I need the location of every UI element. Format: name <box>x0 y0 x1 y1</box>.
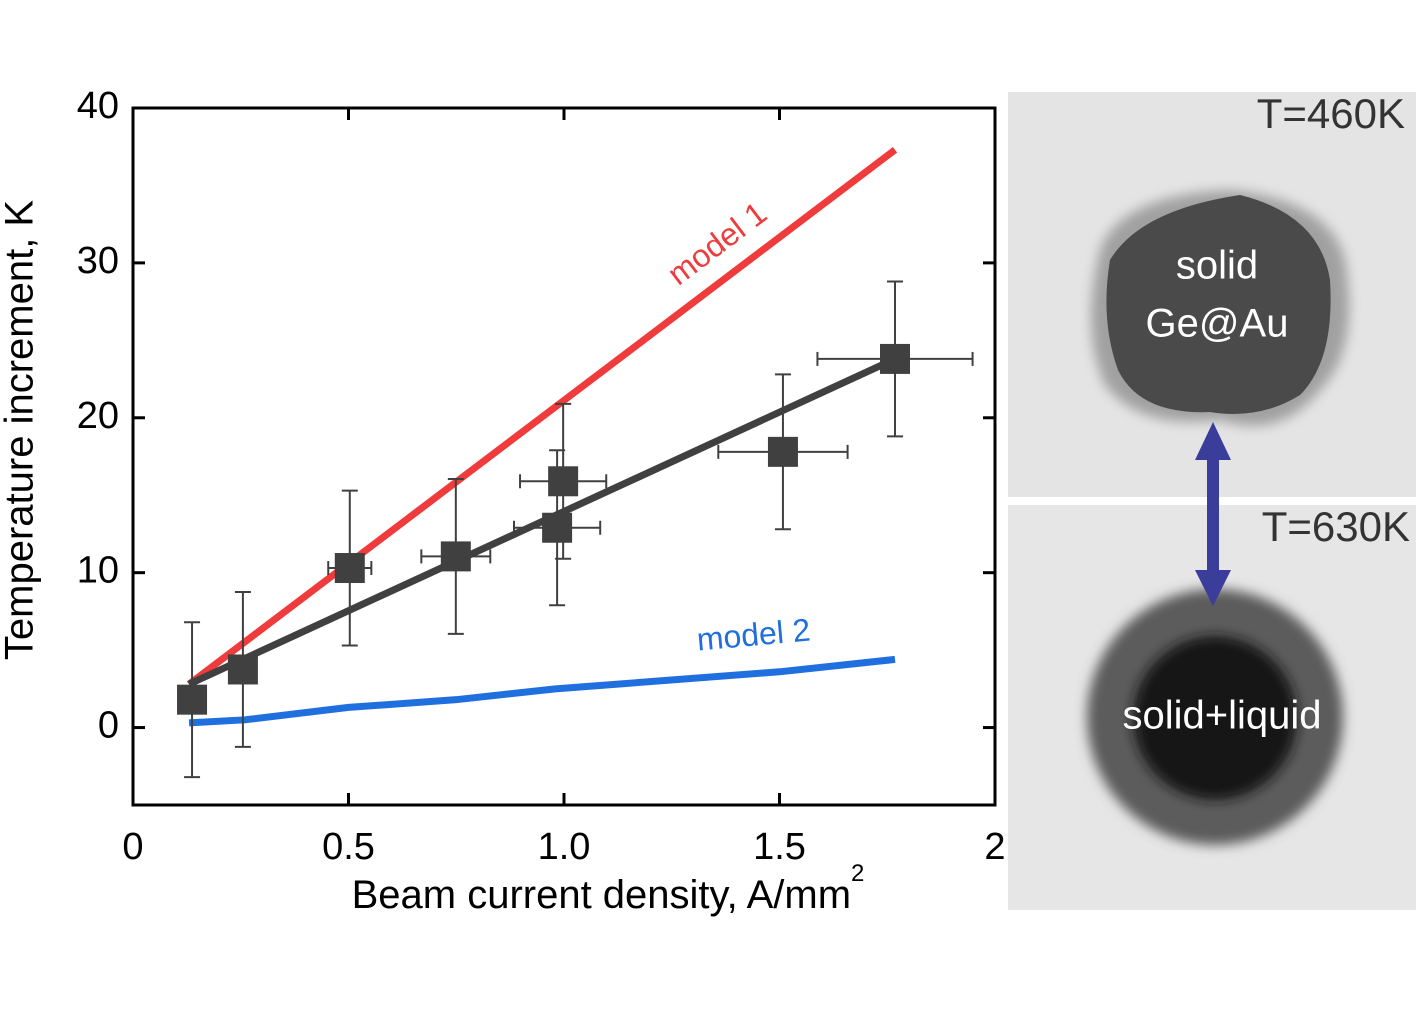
x-tick-label: 1.0 <box>538 826 591 868</box>
y-tick-label: 0 <box>98 705 119 747</box>
data-point <box>548 466 579 497</box>
temperature-label: T=630K <box>1262 503 1410 550</box>
model-line <box>187 355 897 688</box>
x-tick-label: 2 <box>984 826 1005 868</box>
data-point <box>334 553 365 584</box>
data-point <box>767 436 798 467</box>
y-axis-title: Temperature increment, K <box>0 200 42 661</box>
data-point <box>227 654 258 685</box>
data-point <box>880 343 911 374</box>
line-label: model 1 <box>661 195 773 292</box>
particle-label: solid+liquid <box>1122 694 1321 738</box>
temperature-label: T=460K <box>1257 90 1405 137</box>
y-tick-label: 10 <box>77 550 119 592</box>
x-tick-label: 0 <box>122 826 143 868</box>
data-point <box>440 541 471 572</box>
x-tick-label: 0.5 <box>322 826 375 868</box>
line-label: model 2 <box>695 612 812 658</box>
data-point <box>177 684 208 715</box>
data-point <box>542 512 573 543</box>
arrow <box>1195 422 1231 606</box>
y-tick-label: 30 <box>77 240 119 282</box>
y-tick-label: 40 <box>77 85 119 127</box>
x-tick-label: 1.5 <box>753 826 806 868</box>
particle-label: solid <box>1176 244 1258 288</box>
model-line <box>188 655 896 727</box>
y-tick-label: 20 <box>77 395 119 437</box>
x-axis-title: Beam current density, A/mm2 <box>352 860 865 916</box>
particle-label: Ge@Au <box>1146 302 1289 346</box>
model-line <box>186 147 898 687</box>
